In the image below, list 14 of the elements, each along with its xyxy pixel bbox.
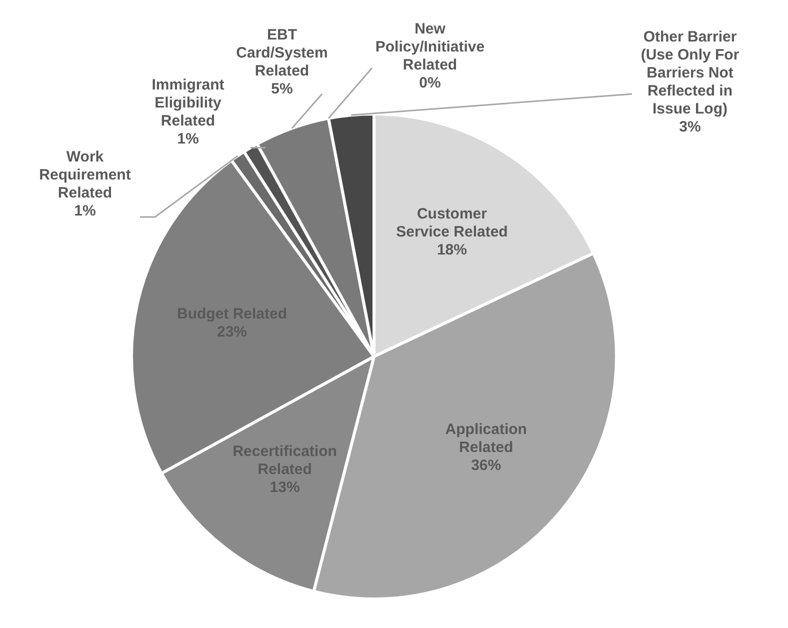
slice-label: Work Requirement Related: [39, 148, 131, 202]
data-label: 18%: [436, 241, 467, 258]
slice-label: Other Barrier (Use Only For Barriers Not Reflected in Issue Log): [640, 28, 740, 118]
slice-label: Customer Service Related: [396, 205, 508, 240]
data-label: 36%: [471, 456, 502, 474]
data-label: 5%: [271, 80, 293, 98]
data-label: 1%: [74, 202, 96, 220]
slice-label: Immigrant Eligibility Related: [152, 76, 224, 130]
text: 0%: [419, 74, 441, 92]
data-label: 1%: [177, 130, 199, 148]
slice-label: EBT Card/System Related: [236, 26, 328, 80]
data-label: 3%: [679, 118, 701, 136]
slice-label: Application Related: [445, 420, 527, 456]
category-label: New Policy/Initiative Related: [375, 20, 485, 74]
